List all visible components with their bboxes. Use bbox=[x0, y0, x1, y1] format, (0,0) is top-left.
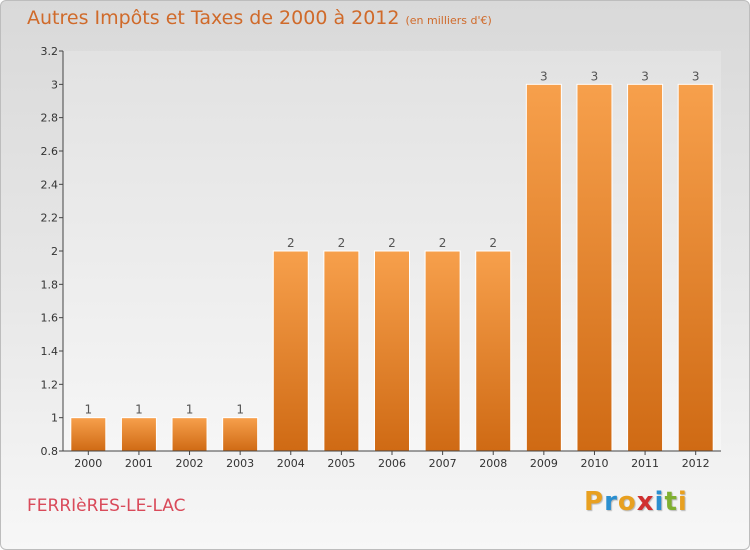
value-label-2012: 3 bbox=[692, 69, 700, 83]
bar-2010[interactable] bbox=[576, 83, 613, 452]
bar-2008[interactable] bbox=[475, 250, 512, 452]
y-tick-label: 1.4 bbox=[41, 345, 59, 358]
value-label-2001: 1 bbox=[135, 403, 143, 417]
x-axis: 2000 2001 2002 2003 2004 2005 2006 2007 2008 2009… bbox=[63, 450, 721, 470]
proxiti-logo[interactable]: Proxiti bbox=[584, 487, 688, 517]
logo-letter: x bbox=[636, 487, 655, 517]
y-tick-label: 3 bbox=[51, 78, 58, 91]
bar-2006[interactable] bbox=[374, 250, 410, 452]
bar-2003[interactable] bbox=[222, 417, 259, 452]
x-tick-label-2001: 2001 bbox=[125, 457, 153, 470]
bar-2011[interactable] bbox=[627, 83, 664, 452]
x-tick-label-2009: 2009 bbox=[530, 457, 558, 470]
y-tick-label: 1.6 bbox=[41, 312, 59, 325]
x-tick-label-2005: 2005 bbox=[327, 457, 355, 470]
bar-2004[interactable] bbox=[272, 250, 309, 452]
logo-letter: o bbox=[617, 487, 637, 517]
y-tick-label: 2.2 bbox=[41, 212, 59, 225]
bars: 1 1 1 1 2 2 2 2 2 3 3 3 3 bbox=[70, 69, 714, 452]
value-label-2006: 2 bbox=[388, 236, 396, 250]
value-label-2011: 3 bbox=[641, 69, 649, 83]
x-tick-label-2007: 2007 bbox=[429, 457, 457, 470]
y-tick-label: 2.8 bbox=[41, 112, 59, 125]
bar-2000[interactable] bbox=[70, 417, 107, 452]
bar-2005[interactable] bbox=[323, 250, 360, 452]
value-label-2010: 3 bbox=[591, 69, 599, 83]
value-label-2007: 2 bbox=[439, 236, 447, 250]
x-tick-label-2002: 2002 bbox=[176, 457, 204, 470]
y-tick-label: 2.4 bbox=[41, 178, 59, 191]
x-tick-label-2003: 2003 bbox=[226, 457, 254, 470]
logo-letter: t bbox=[664, 487, 678, 517]
logo-letter: r bbox=[604, 487, 618, 517]
value-label-2003: 1 bbox=[236, 403, 244, 417]
logo-letter: P bbox=[584, 487, 605, 517]
x-tick-label-2000: 2000 bbox=[74, 457, 102, 470]
value-label-2000: 1 bbox=[84, 403, 92, 417]
chart-subtitle: (en milliers d'€) bbox=[405, 14, 492, 27]
y-tick-label: 1.2 bbox=[41, 378, 59, 391]
x-tick-label-2004: 2004 bbox=[277, 457, 305, 470]
bar-2007[interactable] bbox=[424, 250, 461, 452]
value-label-2002: 1 bbox=[186, 403, 194, 417]
bar-2009[interactable] bbox=[525, 83, 562, 452]
value-label-2005: 2 bbox=[338, 236, 346, 250]
value-label-2009: 3 bbox=[540, 69, 548, 83]
bar-2012[interactable] bbox=[677, 83, 714, 452]
bar-2001[interactable] bbox=[120, 417, 157, 452]
x-tick-label-2006: 2006 bbox=[378, 457, 406, 470]
x-tick-label-2012: 2012 bbox=[682, 457, 710, 470]
y-tick-label: 3.2 bbox=[41, 45, 59, 58]
y-tick-label: 1.8 bbox=[41, 278, 59, 291]
x-tick-label-2010: 2010 bbox=[580, 457, 608, 470]
y-tick-label: 2 bbox=[51, 245, 58, 258]
logo-letter: i bbox=[654, 487, 665, 517]
chart-title: Autres Impôts et Taxes de 2000 à 2012 (en… bbox=[27, 7, 492, 29]
y-tick-label: 0.8 bbox=[41, 445, 59, 458]
x-tick-label-2008: 2008 bbox=[479, 457, 507, 470]
y-axis: 0.8 1 1.2 1.4 1.6 1.8 2 2.2 2.4 2.6 2.8 3 3.2 bbox=[41, 45, 64, 458]
x-tick-label-2011: 2011 bbox=[631, 457, 659, 470]
value-label-2004: 2 bbox=[287, 236, 295, 250]
bar-2002[interactable] bbox=[171, 417, 208, 452]
chart-title-text: Autres Impôts et Taxes de 2000 à 2012 bbox=[27, 7, 400, 29]
value-label-2008: 2 bbox=[489, 236, 497, 250]
logo-letter: i bbox=[677, 487, 688, 517]
city-name: FERRIèRES-LE-LAC bbox=[27, 496, 186, 516]
y-tick-label: 1 bbox=[51, 412, 58, 425]
y-tick-label: 2.6 bbox=[41, 145, 59, 158]
